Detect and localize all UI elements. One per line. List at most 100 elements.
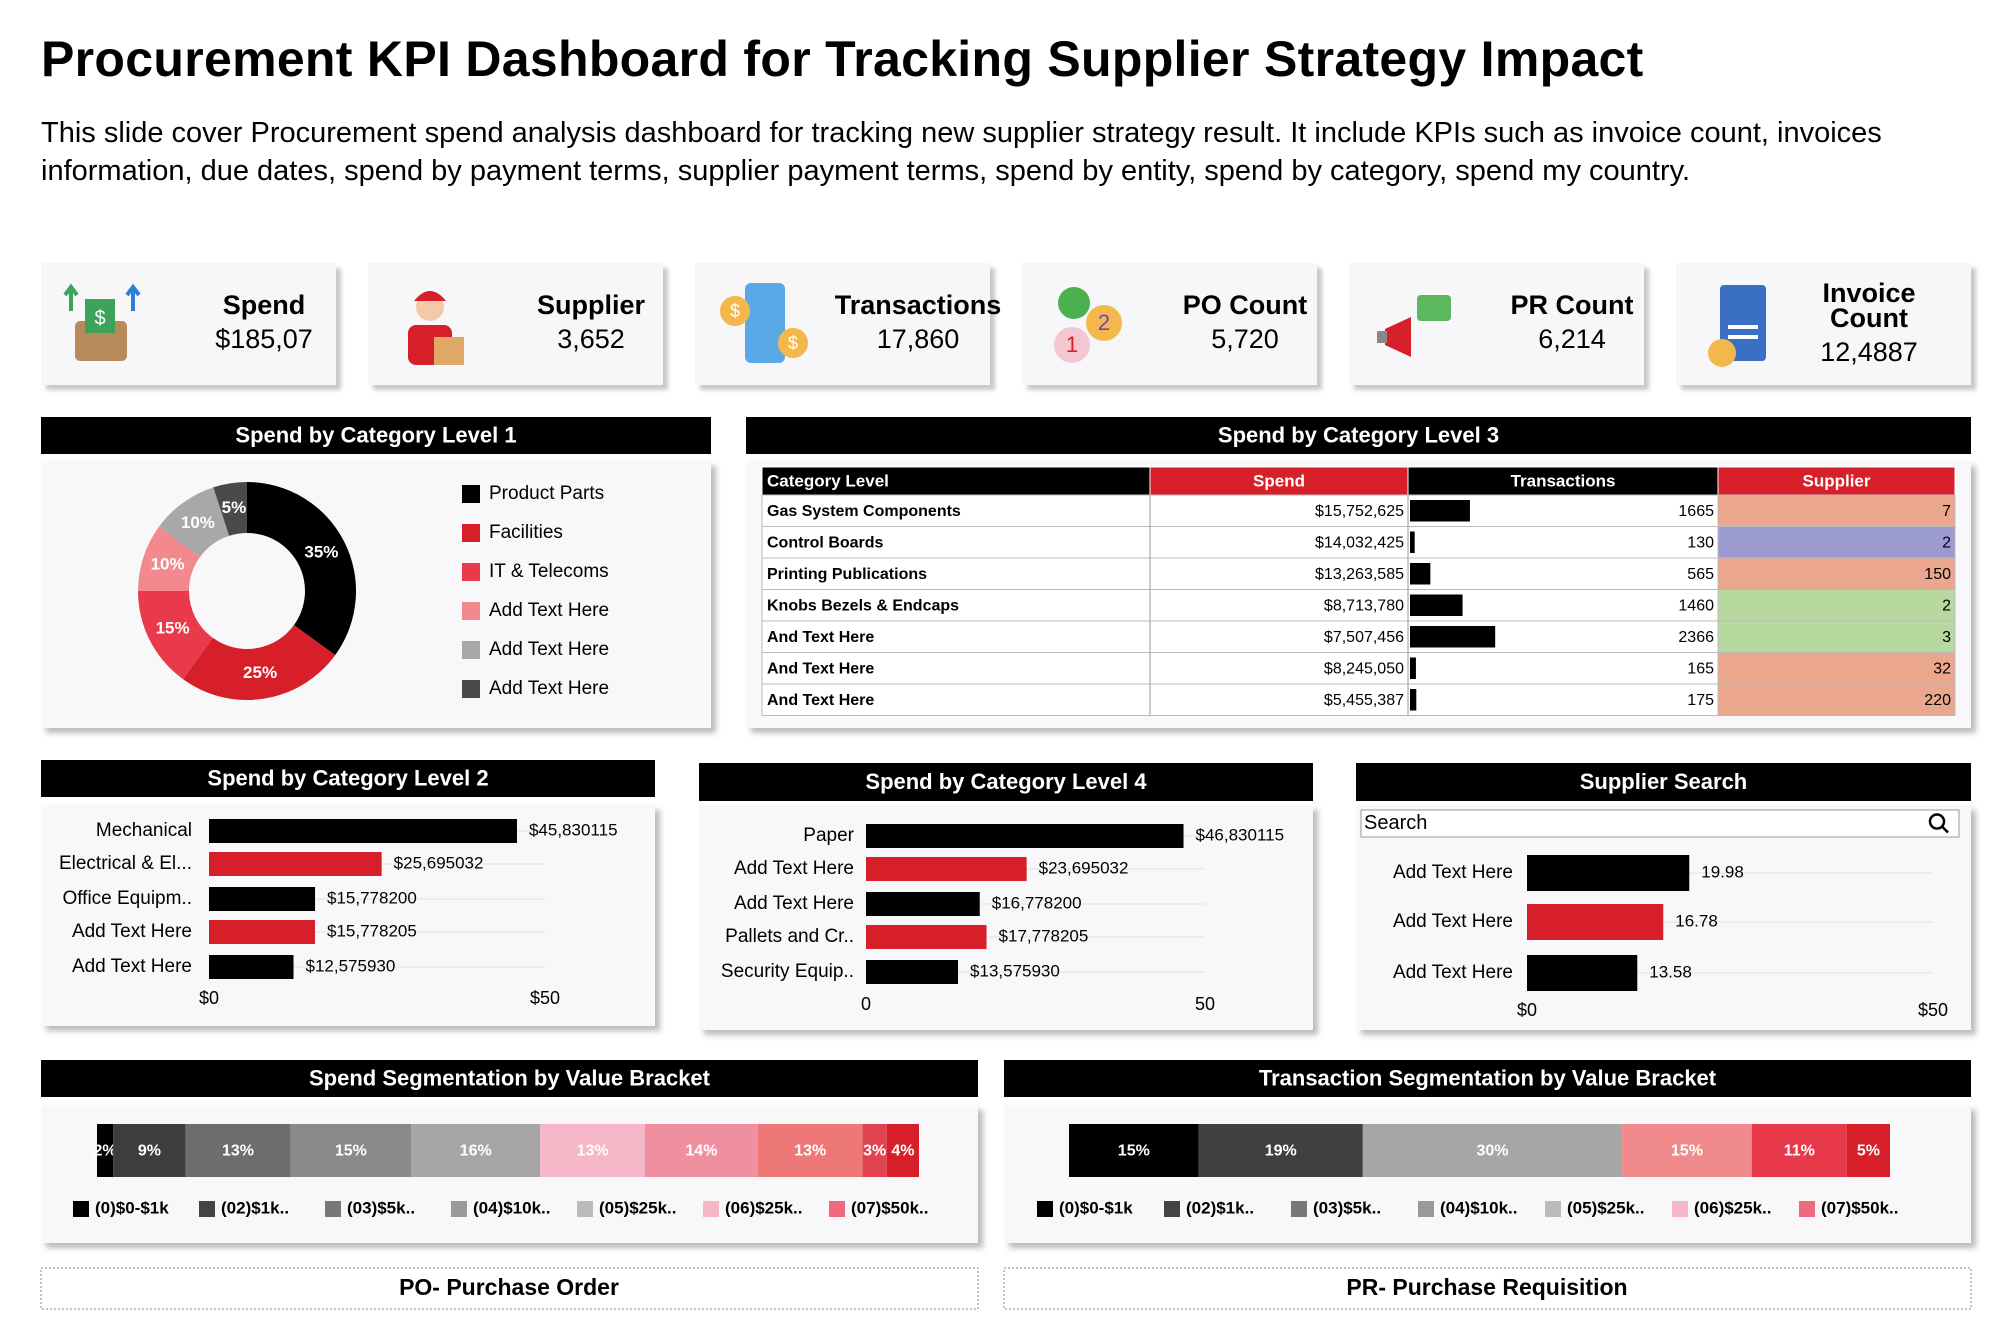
kpi-value: 3,652 (557, 324, 625, 354)
x-tick-label: $0 (199, 988, 219, 1008)
x-tick-label: $0 (1517, 1000, 1537, 1020)
data-label: $15,778200 (327, 888, 417, 907)
section-title: Spend by Category Level 4 (865, 769, 1147, 794)
data-label: 13% (222, 1143, 254, 1160)
data-label: 35% (304, 543, 338, 562)
category-label: Paper (803, 825, 854, 846)
supplier-cell (1717, 620, 1956, 653)
legend-label: Add Text Here (489, 678, 609, 699)
section-header (746, 417, 1971, 454)
kpi-value: $185,07 (215, 324, 313, 354)
data-label: 5% (1857, 1143, 1880, 1160)
svg-text:1: 1 (1066, 332, 1078, 357)
donut-segment (247, 482, 356, 656)
legend-swatch (199, 1201, 215, 1217)
search-box[interactable] (1360, 809, 1960, 838)
table-header: Category Level (767, 471, 889, 490)
data-label: 13% (577, 1143, 609, 1160)
supplier-cell (1717, 589, 1956, 622)
category-label: Electrical & El... (59, 853, 192, 874)
data-label: 16.78 (1675, 911, 1718, 930)
x-tick-label: $50 (1918, 1000, 1948, 1020)
legend-label: Add Text Here (489, 600, 609, 621)
x-tick-label: 50 (1195, 994, 1215, 1014)
table-cell: 2366 (1678, 629, 1714, 646)
data-label: 30% (1476, 1143, 1508, 1160)
legend-swatch (1672, 1201, 1688, 1217)
search-icon (1941, 825, 1949, 834)
transaction-bar (1410, 626, 1496, 648)
legend-label: IT & Telecoms (489, 561, 609, 582)
data-label: 10% (181, 513, 215, 532)
data-label: $16,778200 (992, 893, 1082, 912)
transaction-bar (1410, 594, 1463, 616)
supplier-cell (1717, 557, 1956, 590)
kpi-card: Supplier 3,652 (368, 263, 663, 385)
kpi-icon (1377, 295, 1451, 357)
kpi-card: $ $ Transactions 17,860 (695, 263, 1001, 385)
table-cell: 1665 (1678, 503, 1714, 520)
legend-label: (02)$1k.. (1186, 1198, 1254, 1217)
bar (209, 955, 294, 979)
legend-label: Facilities (489, 522, 563, 543)
category-label: Mechanical (96, 820, 192, 841)
table-cell: 32 (1933, 660, 1951, 677)
search-icon (1928, 813, 1946, 830)
data-label: 9% (138, 1143, 161, 1160)
footer-box (40, 1267, 979, 1310)
section-header (699, 763, 1313, 801)
table-cell: 1460 (1678, 597, 1714, 614)
data-label: 13% (794, 1143, 826, 1160)
table-cell: 220 (1924, 692, 1951, 709)
legend-label: (0)$0-$1k (95, 1198, 169, 1217)
category-label: Add Text Here (1393, 911, 1513, 932)
data-label: 4% (891, 1143, 914, 1160)
section-header (41, 1060, 978, 1097)
legend-swatch (325, 1201, 341, 1217)
supplier-cell (1717, 683, 1956, 716)
bar-segment (645, 1124, 758, 1177)
kpi-card: $ Spend $185,07 (41, 263, 336, 385)
data-label: 15% (1671, 1143, 1703, 1160)
legend-label: (04)$10k.. (473, 1198, 551, 1217)
bar-segment (411, 1124, 541, 1177)
legend-swatch (462, 485, 480, 503)
bar (866, 925, 987, 949)
page-description: This slide cover Procurement spend analy… (41, 117, 1882, 187)
footer-label: PO- Purchase Order (399, 1274, 619, 1300)
data-label: 11% (1784, 1143, 1815, 1160)
section-title: Spend by Category Level 3 (1218, 422, 1499, 447)
kpi-label: Spend (222, 290, 306, 320)
supplier-cell (1717, 494, 1956, 527)
bar (209, 920, 316, 944)
bar (1527, 955, 1638, 991)
search-placeholder: Search (1364, 812, 1427, 834)
kpi-card: PR Count 6,214 (1349, 263, 1644, 385)
section-title: Spend Segmentation by Value Bracket (309, 1065, 711, 1090)
table-header-cell (761, 466, 1151, 496)
bar-segment (185, 1124, 291, 1177)
bar-segment (757, 1124, 863, 1177)
table-header: Supplier (1802, 471, 1870, 490)
table-header: Transactions (1511, 471, 1616, 490)
transaction-bar (1410, 563, 1431, 585)
legend-label: (03)$5k.. (347, 1198, 415, 1217)
kpi-value: 6,214 (1538, 324, 1606, 354)
transaction-bar (1410, 689, 1417, 711)
section-header (41, 760, 655, 797)
data-label: 19% (1265, 1143, 1297, 1160)
data-label: 5% (222, 498, 247, 517)
kpi-value: 12,4887 (1820, 336, 1918, 367)
donut-segment (138, 526, 201, 591)
section-title: Spend by Category Level 1 (235, 422, 516, 447)
table-cell: 2 (1942, 534, 1951, 551)
data-label: 15% (156, 618, 190, 637)
legend-label: (06)$25k.. (1694, 1198, 1772, 1217)
data-label: 25% (243, 663, 277, 682)
donut-segment (182, 625, 336, 700)
legend-label: (07)$50k.. (1821, 1198, 1899, 1217)
legend-label: Product Parts (489, 483, 604, 504)
x-tick-label: 0 (861, 994, 871, 1014)
